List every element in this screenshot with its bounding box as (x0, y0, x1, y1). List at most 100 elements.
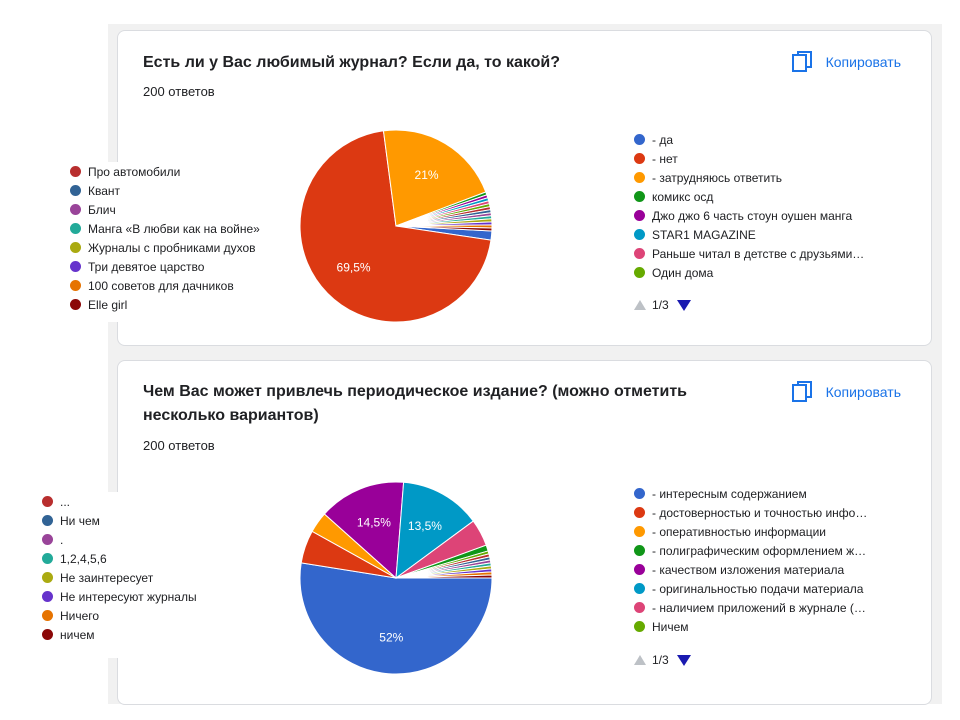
legend-label: Не заинтересует (60, 570, 154, 585)
pie-slice[interactable] (395, 574, 493, 579)
legend-swatch (634, 526, 645, 537)
legend-swatch (42, 534, 53, 545)
legend-swatch (634, 564, 645, 575)
legend-swatch (634, 621, 645, 632)
legend-label: Джо джо 6 часть стоун оушен манга (652, 208, 853, 223)
legend-swatch (42, 591, 53, 602)
legend-item: Ничего (42, 606, 242, 625)
legend-label: - качеством изложения материала (652, 562, 845, 577)
legend-item: - качеством изложения материала (634, 560, 867, 579)
legend-swatch (634, 488, 645, 499)
pie-chart-1: 69,5% 21% (299, 129, 493, 323)
legend-label: Блич (88, 202, 116, 217)
pie-slice[interactable] (395, 481, 475, 580)
legend-item: комикс осд (634, 187, 864, 206)
legend-swatch (70, 223, 81, 234)
legend-item: - интересным содержанием (634, 484, 867, 503)
left-legend: ... Ни чем. 1,2,4,5,6 Не заинтересует Не инт… (38, 492, 242, 658)
pie-slice[interactable] (299, 562, 493, 675)
legend-label: Не интересуют журналы (60, 589, 197, 604)
copy-button[interactable]: Копировать (790, 380, 901, 404)
legend-label: - оперативностью информации (652, 524, 826, 539)
legend-item: STAR1 MAGAZINE (634, 225, 864, 244)
pager-label: 1/3 (652, 653, 669, 667)
legend-label: Три девятое царство (88, 259, 205, 274)
page-down-icon[interactable] (676, 654, 691, 666)
slice-data-label: 13,5% (408, 519, 442, 533)
legend-item: - нет (634, 149, 864, 168)
legend-swatch (42, 629, 53, 640)
legend-item: ничем (42, 625, 242, 644)
legend-swatch (42, 496, 53, 507)
legend-label: . (60, 532, 64, 547)
pie-slice[interactable] (299, 130, 492, 323)
legend-swatch (634, 191, 645, 202)
legend-swatch (70, 204, 81, 215)
response-count: 200 ответов (143, 84, 215, 99)
legend-label: - нет (652, 151, 678, 166)
pie-slice[interactable] (323, 481, 405, 580)
legend-item: Ни чем (42, 511, 242, 530)
legend-swatch (42, 610, 53, 621)
page-up-icon[interactable] (634, 655, 646, 665)
pie-slice[interactable] (395, 225, 493, 232)
slice-data-label: 14,5% (357, 516, 391, 530)
slice-data-label: 69,5% (337, 261, 371, 275)
legend-label: Elle girl (88, 297, 128, 312)
pager-label: 1/3 (652, 298, 669, 312)
legend-swatch (634, 172, 645, 183)
legend-swatch (634, 507, 645, 518)
legend-label: 100 советов для дачников (88, 278, 234, 293)
legend-label: комикс осд (652, 189, 714, 204)
legend-swatch (70, 166, 81, 177)
legend-label: - затрудняюсь ответить (652, 170, 782, 185)
legend-label: Ни чем (60, 513, 100, 528)
legend-item: Джо джо 6 часть стоун оушен манга (634, 206, 864, 225)
copy-button-label: Копировать (825, 384, 901, 400)
page-down-icon[interactable] (676, 299, 691, 311)
chart-legend: - интересным содержанием - достоверностью… (634, 484, 867, 636)
legend-swatch (70, 185, 81, 196)
legend-swatch (70, 261, 81, 272)
legend-label: Квант (88, 183, 121, 198)
legend-swatch (634, 210, 645, 221)
legend-label: ничем (60, 627, 95, 642)
copy-button-label: Копировать (825, 54, 901, 70)
question-card-2: Чем Вас может привлечь периодическое изд… (117, 360, 932, 705)
legend-swatch (70, 299, 81, 310)
legend-item: Раньше читал в детстве с друзьями… (634, 244, 864, 263)
legend-label: Раньше читал в детстве с друзьями… (652, 246, 865, 261)
legend-label: Про автомобили (88, 164, 181, 179)
pie-slice[interactable] (382, 129, 487, 227)
legend-pager: 1/3 (634, 653, 691, 667)
legend-swatch (634, 153, 645, 164)
copy-icon (790, 50, 814, 74)
legend-label: - наличием приложений в журнале (… (652, 600, 866, 615)
legend-swatch (70, 242, 81, 253)
copy-button[interactable]: Копировать (790, 50, 901, 74)
legend-swatch (42, 553, 53, 564)
legend-label: 1,2,4,5,6 (60, 551, 107, 566)
legend-label: ... (60, 494, 71, 509)
legend-item: - оперативностью информации (634, 522, 867, 541)
legend-item: Квант (70, 181, 270, 200)
legend-label: Ничем (652, 619, 689, 634)
legend-item: Три девятое царство (70, 257, 270, 276)
legend-item: 1,2,4,5,6 (42, 549, 242, 568)
legend-swatch (634, 602, 645, 613)
copy-icon (790, 380, 814, 404)
legend-item: - затрудняюсь ответить (634, 168, 864, 187)
legend-label: - достоверностью и точностью инфо… (652, 505, 868, 520)
legend-label: - оригинальностью подачи материала (652, 581, 864, 596)
legend-item: - достоверностью и точностью инфо… (634, 503, 867, 522)
question-title: Чем Вас может привлечь периодическое изд… (143, 383, 688, 424)
legend-item: - полиграфическим оформлением ж… (634, 541, 867, 560)
legend-item: Журналы с пробниками духов (70, 238, 270, 257)
legend-item: Elle girl (70, 295, 270, 314)
legend-pager: 1/3 (634, 298, 691, 312)
legend-item: Манга «В любви как на войне» (70, 219, 270, 238)
legend-swatch (634, 583, 645, 594)
legend-label: - интересным содержанием (652, 486, 807, 501)
page-up-icon[interactable] (634, 300, 646, 310)
slice-data-label: 52% (379, 630, 403, 644)
